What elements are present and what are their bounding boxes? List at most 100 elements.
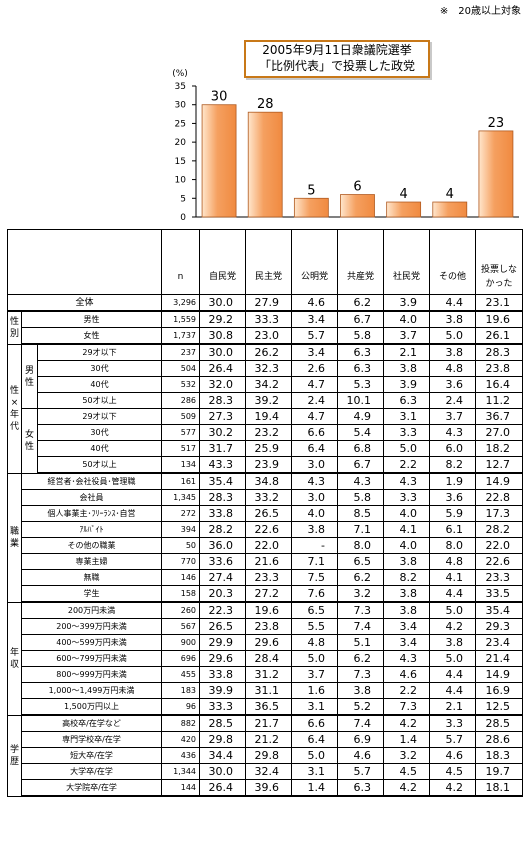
cell-value: 6.5 (337, 553, 385, 570)
bar-5 (432, 201, 468, 218)
cell-value: 3.3 (383, 424, 431, 441)
cell-value: 22.0 (245, 537, 293, 554)
row-n: 3,296 (161, 294, 201, 312)
cell-value: 32.4 (245, 763, 293, 780)
bar-0 (201, 104, 237, 218)
cell-value: 27.3 (199, 408, 247, 425)
cell-value: 3.2 (383, 747, 431, 764)
row-label: 短大卒/在学 (20, 747, 163, 764)
subgroup-label: 男 性 (21, 343, 38, 409)
cell-value: 33.2 (245, 489, 293, 506)
bar-value-label: 28 (257, 97, 274, 112)
cell-value: - (291, 537, 339, 554)
cell-value: 4.8 (429, 553, 477, 570)
table-row: 女性 1,737 30.8 23.0 5.7 5.8 3.7 5.0 26.1 (8, 327, 524, 345)
row-label: 男性 (20, 310, 163, 328)
cell-value: 33.6 (199, 553, 247, 570)
table-row: 大学卒/在学 1,344 30.0 32.4 3.1 5.7 4.5 4.5 19.7 (8, 763, 524, 780)
table-row: 専業主婦 770 33.6 21.6 7.1 6.5 3.8 4.8 22.6 (8, 553, 524, 570)
row-label: 個人事業主･ﾌﾘｰﾗﾝｽ･自営 (20, 505, 163, 522)
cell-value: 6.7 (337, 310, 385, 328)
cell-value: 3.8 (429, 634, 477, 651)
cell-value: 4.4 (429, 585, 477, 603)
cell-value: 18.3 (475, 747, 524, 764)
row-label: 女性 (20, 327, 163, 345)
row-label: 専門学校卒/在学 (20, 731, 163, 748)
cell-value: 3.1 (291, 763, 339, 780)
cell-value: 7.4 (337, 714, 385, 732)
cell-value: 21.6 (245, 553, 293, 570)
bar-value-label: 30 (211, 90, 228, 105)
cell-value: 4.4 (429, 682, 477, 699)
cell-value: 22.6 (475, 553, 524, 570)
cell-value: 28.6 (475, 731, 524, 748)
cell-value: 16.9 (475, 682, 524, 699)
cell-value: 6.5 (291, 601, 339, 619)
cell-value: 29.2 (199, 310, 247, 328)
row-n: 420 (161, 731, 201, 748)
row-n: 1,345 (161, 489, 201, 506)
cell-value: 5.7 (429, 731, 477, 748)
cell-value: 30.0 (199, 294, 247, 312)
table-row: 年 収 200万円未満 260 22.3 19.6 6.5 7.3 3.8 5.0 35.4 (7, 601, 524, 716)
cell-value: 21.4 (475, 650, 524, 667)
row-label: 1,500万円以上 (20, 698, 163, 716)
cell-value: 3.2 (337, 585, 385, 603)
cell-value: 18.1 (475, 779, 524, 797)
cell-value: 23.0 (245, 327, 293, 345)
cell-value: 4.9 (337, 408, 385, 425)
cell-value: 23.1 (475, 294, 524, 312)
cell-value: 26.1 (475, 327, 524, 345)
cell-value: 3.0 (291, 456, 339, 474)
header-party: 社民党 (383, 229, 431, 295)
cell-value: 31.7 (199, 440, 247, 457)
cell-value: 3.8 (383, 585, 431, 603)
table-row: その他の職業 50 36.0 22.0-8.0 4.0 8.0 22.0 (8, 537, 524, 554)
group-label: 学 歴 (7, 714, 22, 797)
table-row: 全体 3,296 30.0 27.9 4.6 6.2 3.9 4.4 23.1 (6, 294, 524, 312)
cell-value: 33.8 (199, 505, 247, 522)
cell-value: 29.9 (199, 634, 247, 651)
cell-value: 7.5 (291, 569, 339, 586)
table-row: 職 業経営者･会社役員･管理職 161 35.4 34.8 4.3 4.3 4.3 1.9 14… (7, 472, 524, 603)
table-row: ｱﾙﾊﾞｲﾄ 394 28.2 22.6 3.8 7.1 4.1 6.1 28.2 (8, 521, 524, 538)
cell-value: 6.4 (291, 440, 339, 457)
cell-value: 27.0 (475, 424, 524, 441)
cell-value: 3.8 (429, 343, 477, 361)
cell-value: 18.2 (475, 440, 524, 457)
cell-value: 33.8 (199, 666, 247, 683)
row-label: その他の職業 (20, 537, 163, 554)
cell-value: 6.3 (337, 779, 385, 797)
header-party: 共産党 (337, 229, 385, 295)
cell-value: 19.6 (245, 601, 293, 619)
cell-value: 4.4 (429, 294, 477, 312)
cell-value: 6.2 (337, 294, 385, 312)
cell-value: 3.6 (429, 376, 477, 393)
row-label: 400～599万円未満 (20, 634, 163, 651)
cell-value: 5.0 (429, 650, 477, 667)
cell-value: 3.1 (291, 698, 339, 716)
row-label: ｱﾙﾊﾞｲﾄ (20, 521, 163, 538)
cell-value: 7.6 (291, 585, 339, 603)
cell-value: 28.5 (199, 714, 247, 732)
cell-value: 36.7 (475, 408, 524, 425)
group-label: 職 業 (7, 472, 22, 603)
chart-title: 2005年9月11日衆議院選挙 「比例代表」で投票した政党 (244, 40, 430, 78)
cell-value: 4.2 (429, 618, 477, 635)
cell-value: 3.4 (291, 343, 339, 361)
cell-value: 33.5 (475, 585, 524, 603)
cell-value: 2.6 (291, 360, 339, 377)
cell-value: 5.2 (337, 698, 385, 716)
cell-value: 6.3 (383, 392, 431, 409)
cell-value: 4.1 (429, 569, 477, 586)
row-n: 517 (161, 440, 201, 457)
cell-value: 31.2 (245, 666, 293, 683)
cell-value: 4.3 (383, 472, 431, 490)
cell-value: 30.2 (199, 424, 247, 441)
row-n: 237 (161, 343, 201, 361)
row-n: 1,344 (161, 763, 201, 780)
table-row: 30代 577 30.2 23.2 6.6 5.4 3.3 4.3 27.0 (8, 424, 524, 441)
header-n: n (161, 229, 201, 295)
cell-value: 3.8 (383, 360, 431, 377)
cell-value: 4.0 (383, 505, 431, 522)
